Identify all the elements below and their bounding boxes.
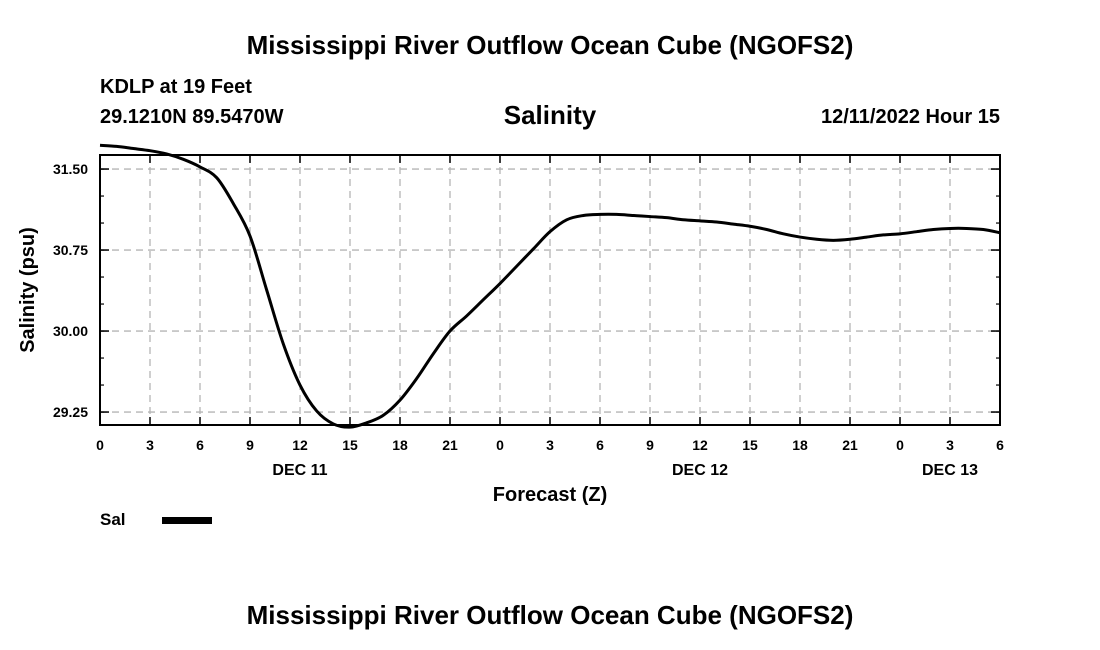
y-tick-label: 29.25 <box>53 404 88 420</box>
x-tick-label: 0 <box>896 437 904 453</box>
x-axis-label: Forecast (Z) <box>493 484 607 506</box>
grid-lines <box>100 155 1000 425</box>
x-tick-label: 3 <box>546 437 554 453</box>
y-tick-labels: 29.25 30.00 30.75 31.50 <box>53 161 88 420</box>
x-tick-labels: 0 3 6 9 12 15 18 21 0 3 6 9 12 15 18 21 0 3 6 <box>96 437 1004 453</box>
y-axis-label: Salinity (psu) <box>17 227 39 353</box>
x-tick-label: 6 <box>596 437 604 453</box>
series-layer <box>99 143 1001 429</box>
y-tick-label: 30.00 <box>53 323 88 339</box>
x-tick-label: 15 <box>342 437 358 453</box>
x-tick-label: 18 <box>792 437 808 453</box>
x-tick-label: 0 <box>96 437 104 453</box>
x-tick-label: 15 <box>742 437 758 453</box>
date-label: DEC 11 <box>272 462 327 479</box>
date-labels: DEC 11 DEC 12 DEC 13 <box>272 462 978 479</box>
legend-line-swatch <box>162 517 212 524</box>
x-tick-label: 12 <box>292 437 308 453</box>
x-tick-label: 21 <box>442 437 458 453</box>
x-tick-label: 18 <box>392 437 408 453</box>
x-tick-label: 3 <box>146 437 154 453</box>
plot-frame <box>99 154 1001 426</box>
x-tick-label: 6 <box>196 437 204 453</box>
series-line-sal <box>99 143 1001 429</box>
footer-title: Mississippi River Outflow Ocean Cube (NG… <box>246 600 854 630</box>
x-tick-label: 0 <box>496 437 504 453</box>
x-tick-label: 9 <box>246 437 254 453</box>
forecast-datetime: 12/11/2022 Hour 15 <box>820 106 1000 128</box>
chart-title: Mississippi River Outflow Ocean Cube (NG… <box>246 30 854 60</box>
date-label: DEC 12 <box>672 462 728 479</box>
y-tick-label: 30.75 <box>53 242 88 258</box>
station-label: KDLP at 19 Feet <box>100 76 252 98</box>
x-tick-label: 9 <box>646 437 654 453</box>
x-tick-label: 3 <box>946 437 954 453</box>
axis-ticks <box>99 155 1001 425</box>
x-tick-label: 6 <box>996 437 1004 453</box>
date-label: DEC 13 <box>922 462 978 479</box>
station-coordinates: 29.1210N 89.5470W <box>100 106 284 128</box>
x-tick-label: 12 <box>692 437 708 453</box>
legend-label: Sal <box>100 510 126 529</box>
x-tick-label: 21 <box>842 437 858 453</box>
variable-title: Salinity <box>503 100 597 130</box>
y-tick-label: 31.50 <box>53 161 88 177</box>
